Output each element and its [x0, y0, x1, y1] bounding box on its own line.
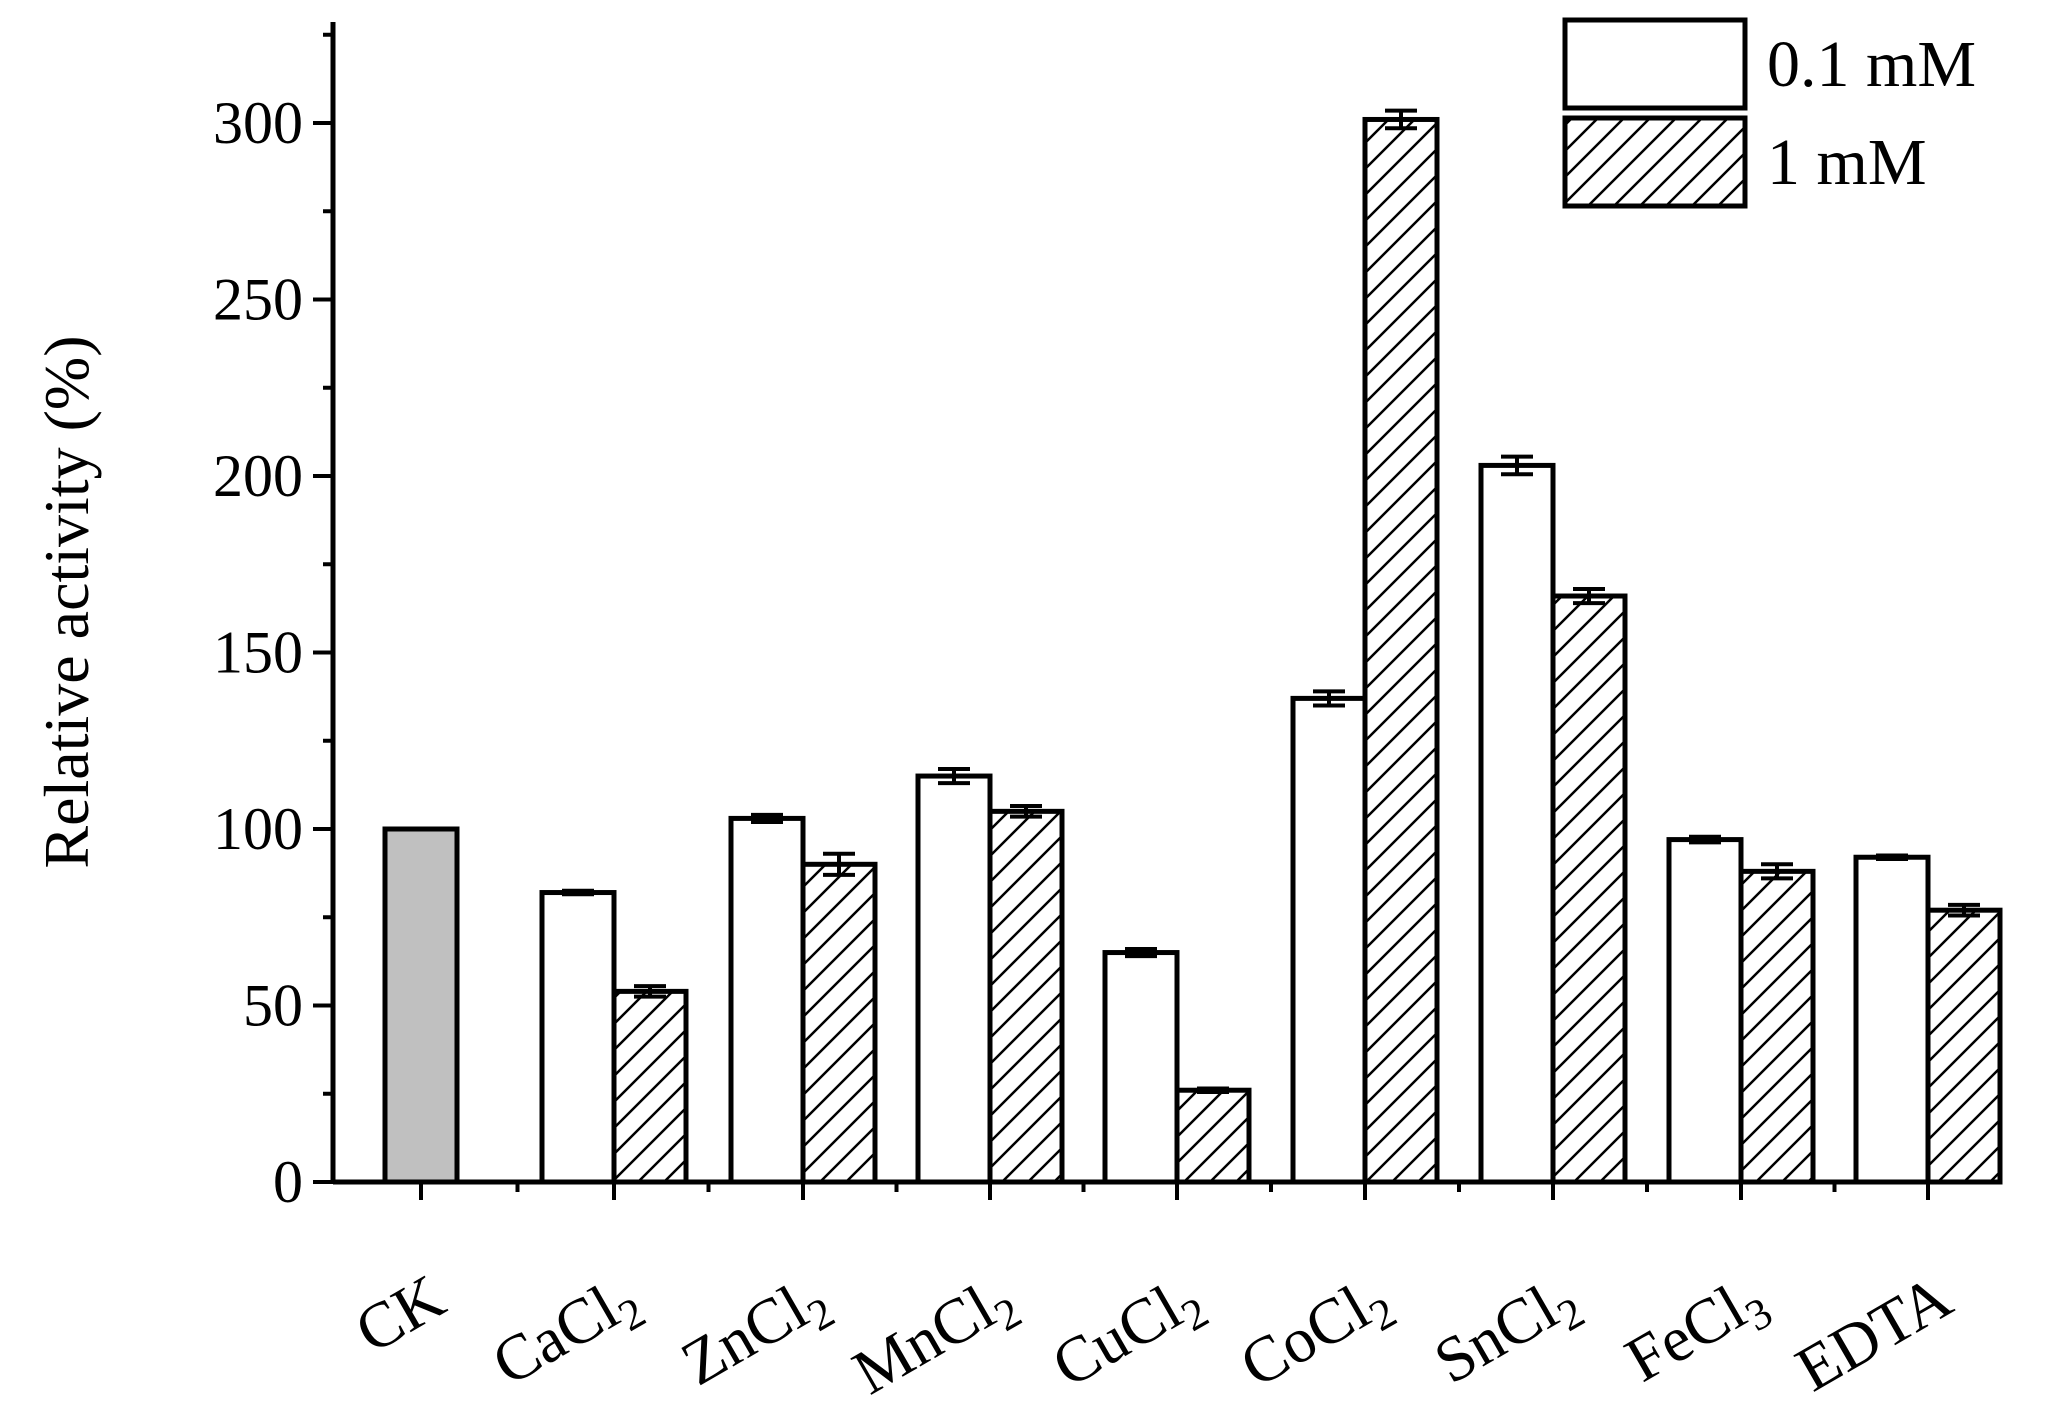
x-tick-label-cucl: CuCl2 [1040, 1261, 1216, 1409]
bar-1mm-mncl [987, 808, 1065, 1185]
y-tick-label: 250 [213, 267, 303, 333]
x-tick-label-cocl: CoCl2 [1228, 1261, 1404, 1409]
x-tick-label-fecl: FeCl3 [1614, 1261, 1781, 1404]
y-tick-label: 150 [213, 620, 303, 686]
bar-0-1mm-cucl [1102, 950, 1180, 1185]
y-tick-label: 100 [213, 796, 303, 862]
x-tick-label-ck: CK [344, 1261, 456, 1367]
legend-label-0-1mm: 0.1 mM [1767, 28, 1976, 101]
y-tick-label: 0 [273, 1149, 303, 1215]
bar-0-1mm-mncl [915, 773, 993, 1185]
x-tick-label-mncl: MnCl2 [841, 1261, 1030, 1416]
bar-0-1mm-sncl [1478, 462, 1556, 1185]
bar-1mm-fecl [1738, 868, 1816, 1185]
bar-1mm-edta [1925, 907, 2003, 1185]
y-tick-label: 300 [213, 90, 303, 156]
bar-0-1mm-cacl [539, 890, 617, 1185]
legend-swatch-1mm [1562, 115, 1748, 209]
bar-1mm-cocl [1362, 116, 1440, 1185]
bar-0-1mm-zncl [728, 815, 806, 1185]
y-tick-label: 200 [213, 443, 303, 509]
x-tick-label-edta: EDTA [1784, 1261, 1963, 1405]
bar-1mm-zncl [800, 861, 878, 1185]
bar-1mm-sncl [1550, 593, 1628, 1185]
bar-0-1mm-fecl [1666, 837, 1744, 1185]
legend-swatch-0-1mm [1562, 17, 1748, 111]
y-tick-label: 50 [243, 973, 303, 1039]
y-axis-label: Relative activity (%) [31, 335, 102, 868]
legend-label-1mm: 1 mM [1767, 126, 1927, 199]
bar-0-1mm-edta [1853, 854, 1931, 1185]
bar-1mm-cucl [1174, 1087, 1252, 1185]
bar-control-ck [382, 826, 460, 1185]
bar-1mm-cacl [611, 988, 689, 1185]
bar-0-1mm-cocl [1290, 695, 1368, 1185]
x-tick-label-cacl: CaCl2 [481, 1261, 654, 1407]
x-tick-label-sncl: SnCl2 [1423, 1261, 1593, 1405]
x-tick-label-zncl: ZnCl2 [670, 1261, 843, 1407]
